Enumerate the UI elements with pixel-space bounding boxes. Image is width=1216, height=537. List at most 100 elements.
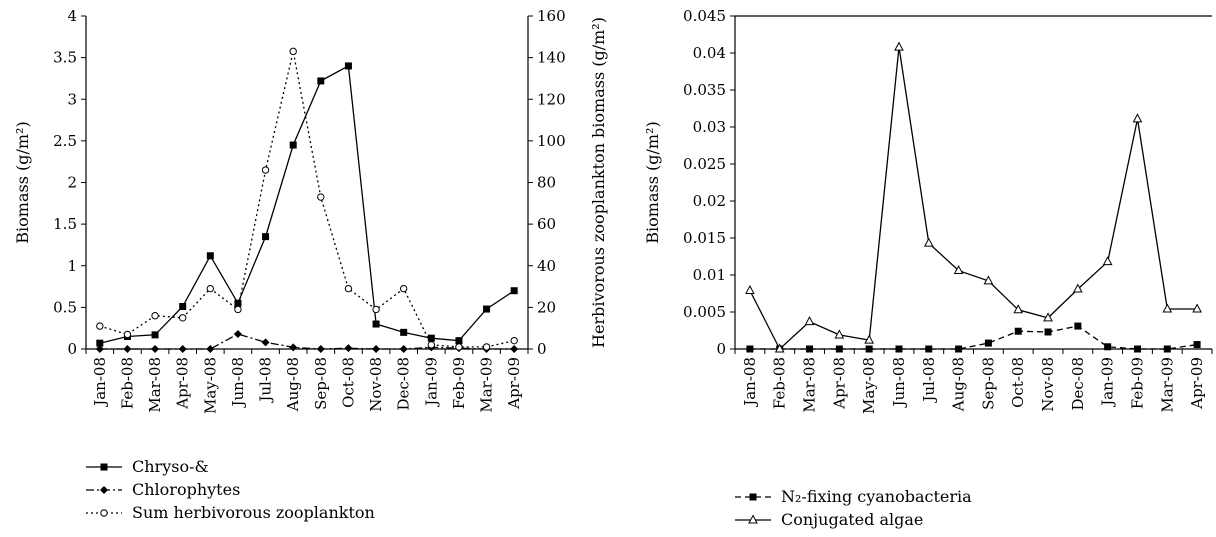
right-series-0-point (984, 339, 992, 347)
right-series-0 (746, 322, 1201, 353)
left-y-tick-label: 2 (67, 174, 77, 192)
left-series-2 (96, 47, 518, 351)
right-x-tick-label: Jan-09 (1099, 357, 1117, 408)
left-y-tick-label: 3 (67, 90, 77, 108)
left-series-2-line (99, 51, 515, 348)
left-series-1-point (344, 344, 353, 353)
left-y2-tick-label: 20 (537, 298, 556, 316)
left-series-2-point (96, 322, 104, 330)
left-x-tick-label: Mar-09 (478, 357, 496, 413)
right-series-0-point (1104, 343, 1112, 351)
left-series-1-point (316, 345, 325, 353)
left-y-tick-label: 4 (67, 7, 77, 25)
right-legend-marker (748, 514, 758, 524)
right-legend-label: Conjugated algae (781, 510, 923, 529)
left-series-0-point (206, 252, 214, 260)
left-x-tick-label: Aug-08 (284, 357, 302, 412)
right-series-0-line (749, 325, 1198, 350)
right-series-1-point (1073, 283, 1083, 293)
left-series-2-point (317, 193, 325, 201)
left-y-tick-label: 0.5 (53, 298, 77, 316)
left-series-1-point (123, 345, 132, 353)
left-series-2-point (289, 47, 297, 56)
right-x-tick-label: Mar-09 (1158, 357, 1176, 413)
right-series-0-point (1074, 322, 1082, 330)
left-y-axis-title: Biomass (g/m²) (13, 121, 32, 243)
left-series-0-point (151, 331, 159, 339)
left-series-1-point (178, 345, 187, 353)
left-x-tick-label: Jun-08 (229, 357, 247, 409)
left-x-tick-label: Oct-08 (339, 357, 357, 408)
left-x-tick-label: Apr-09 (505, 357, 523, 410)
right-series-0-point (806, 345, 814, 353)
left-legend-marker (100, 486, 108, 494)
right-series-1-point (1013, 304, 1024, 314)
left-series-2-point (372, 305, 380, 314)
right-series-0-point (835, 345, 843, 353)
left-series-1-line (99, 333, 515, 350)
right-x-tick-label: Oct-08 (1009, 357, 1027, 408)
left-series-2-point (482, 343, 491, 351)
left-y-tick-label: 3.5 (53, 49, 77, 67)
right-x-tick-label: Apr-08 (830, 357, 848, 410)
left-series-2-point (206, 284, 215, 293)
right-x-tick-label: Mar-08 (801, 357, 819, 413)
left-y2-tick-label: 60 (537, 215, 556, 233)
left-series-1-point (95, 345, 104, 353)
right-series-0-point (1044, 328, 1052, 336)
left-legend-marker (100, 463, 108, 471)
right-y-tick-label: 0.035 (683, 81, 726, 99)
right-series-1-point (774, 343, 785, 353)
left-legend-marker (100, 509, 108, 517)
left-series-0-point (317, 77, 325, 85)
right-y-tick-label: 0.015 (683, 229, 726, 247)
left-series-0-point (234, 299, 242, 307)
left-y2-tick-label: 80 (537, 174, 556, 192)
right-series-1-point (864, 334, 874, 344)
right-x-tick-label: Dec-08 (1069, 357, 1087, 410)
left-series-2-point (234, 305, 242, 314)
left-series-0-point (179, 303, 187, 311)
left-series-0-point (400, 328, 408, 336)
right-series-1-point (1102, 256, 1113, 266)
right-series-0-point (1163, 345, 1171, 353)
left-x-tick-label: Jul-08 (257, 357, 275, 404)
left-series-1-point (510, 345, 519, 353)
right-series-0-point (865, 345, 873, 353)
left-y-tick-label: 1.5 (53, 215, 77, 233)
left-series-0-point (510, 287, 518, 295)
left-series-2-point (399, 284, 408, 293)
left-y-tick-label: 1 (67, 257, 77, 275)
left-y2-tick-label: 100 (537, 132, 566, 150)
left-series-2-point (344, 284, 353, 293)
right-x-tick-label: Jan-08 (741, 357, 759, 408)
chart-right: 0 0.005 0.01 0.015 0.02 0.025 0.03 0.035 0.04 0.0… (643, 7, 1213, 529)
left-x-tick-label: Feb-09 (450, 357, 468, 409)
right-x-tick-label: Feb-08 (771, 357, 789, 409)
right-series-1-point (1192, 303, 1202, 313)
left-series-0-line (99, 64, 515, 344)
right-series-1-point (1043, 312, 1053, 322)
right-x-tick-label: Apr-09 (1188, 357, 1206, 410)
left-x-tick-label: May-08 (201, 357, 219, 414)
left-x-tick-label: Apr-08 (174, 357, 192, 410)
left-y2-axis-title: Herbivorous zooplankton biomass (g/m²) (589, 17, 608, 348)
left-series-0-point (344, 62, 352, 70)
left-series-0-point (289, 141, 297, 149)
right-y-tick-label: 0.01 (693, 266, 726, 284)
left-series-2-point (151, 312, 159, 320)
left-series-0-point (96, 339, 104, 347)
right-series-0-point (1133, 345, 1141, 353)
left-y2-tick-label: 40 (537, 257, 556, 275)
left-series-1-point (289, 343, 298, 352)
left-series-1-point (233, 330, 242, 339)
left-x-tick-label: Nov-08 (367, 357, 385, 412)
right-legend-label: N₂-fixing cyanobacteria (781, 487, 972, 506)
right-x-tick-label: Jun-08 (890, 357, 908, 409)
right-x-tick-label: Sep-08 (979, 357, 997, 410)
left-legend-label: Chryso-& (132, 457, 209, 476)
left-series-0-point (427, 334, 435, 342)
left-series-2-point (455, 343, 463, 351)
left-x-tick-label: Jan-08 (91, 357, 109, 408)
